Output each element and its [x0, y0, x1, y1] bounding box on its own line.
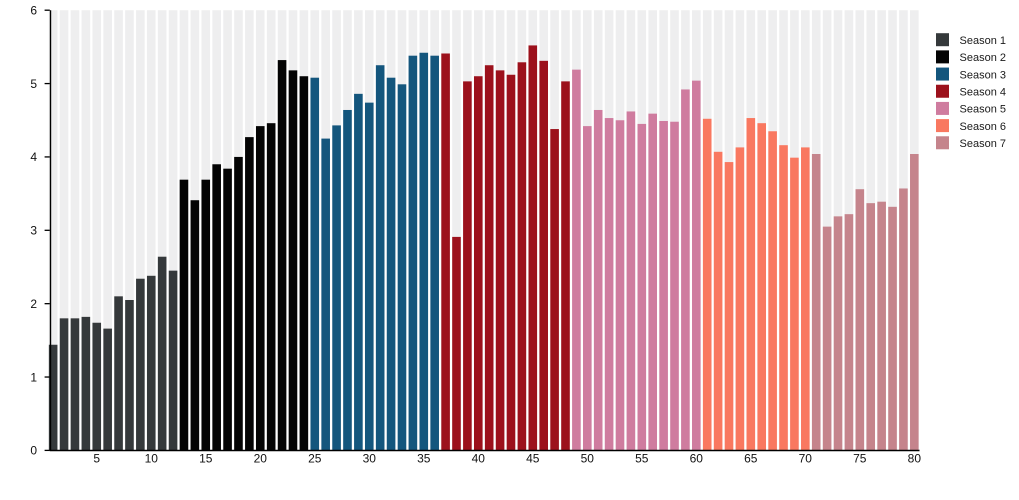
svg-text:25: 25: [308, 452, 322, 466]
svg-text:70: 70: [799, 452, 813, 466]
svg-text:Season 3: Season 3: [960, 69, 1006, 81]
svg-text:Season 1: Season 1: [960, 35, 1006, 47]
svg-text:50: 50: [581, 452, 595, 466]
svg-text:60: 60: [690, 452, 704, 466]
svg-text:35: 35: [417, 452, 431, 466]
svg-text:Season 4: Season 4: [960, 87, 1006, 99]
svg-text:3: 3: [30, 224, 37, 238]
svg-text:40: 40: [472, 452, 486, 466]
svg-text:5: 5: [93, 452, 100, 466]
svg-text:4: 4: [30, 150, 37, 164]
svg-text:75: 75: [853, 452, 867, 466]
svg-text:Season 6: Season 6: [960, 121, 1006, 133]
svg-text:Season 2: Season 2: [960, 52, 1006, 64]
svg-text:65: 65: [744, 452, 758, 466]
svg-text:1: 1: [30, 370, 37, 384]
svg-text:5: 5: [30, 77, 37, 91]
svg-text:Season 5: Season 5: [960, 104, 1006, 116]
svg-text:15: 15: [199, 452, 213, 466]
svg-text:0: 0: [30, 444, 37, 458]
svg-text:45: 45: [526, 452, 540, 466]
svg-text:Season 7: Season 7: [960, 138, 1006, 150]
svg-text:10: 10: [145, 452, 159, 466]
svg-text:80: 80: [908, 452, 922, 466]
svg-text:55: 55: [635, 452, 649, 466]
svg-text:20: 20: [254, 452, 268, 466]
svg-text:30: 30: [363, 452, 377, 466]
svg-text:2: 2: [30, 297, 37, 311]
svg-text:6: 6: [30, 4, 37, 18]
